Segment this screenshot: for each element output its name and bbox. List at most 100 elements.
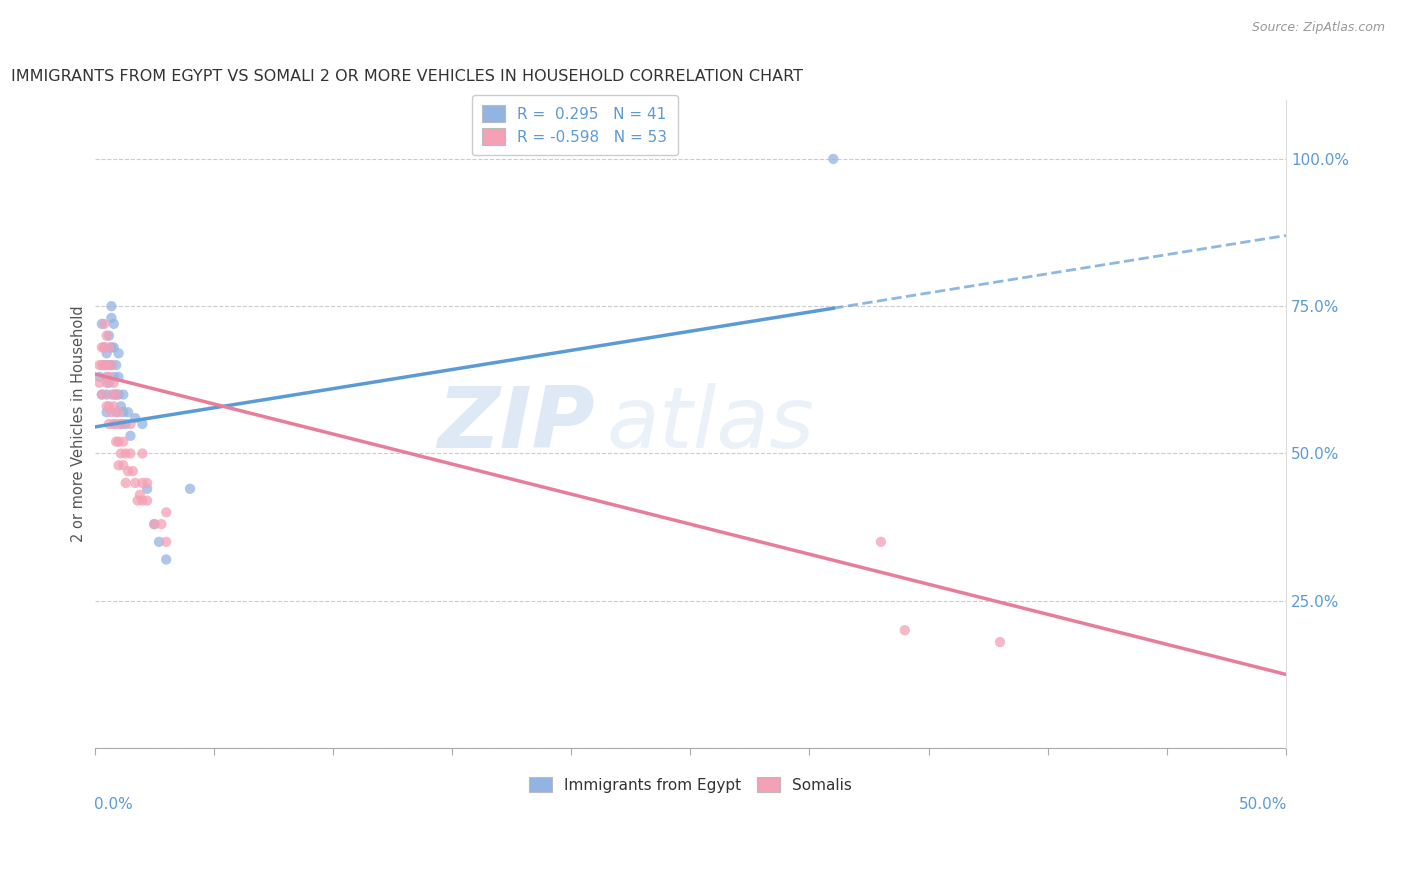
Text: 50.0%: 50.0% [1239, 797, 1286, 812]
Point [107, 458, 129, 473]
Point [103, 400, 125, 414]
Point [131, 417, 153, 431]
Point [110, 446, 132, 460]
Point [98, 370, 121, 384]
Point [114, 417, 136, 431]
Point [150, 517, 173, 532]
Point [98, 417, 121, 431]
Point [105, 387, 128, 401]
Point [107, 387, 129, 401]
Point [100, 387, 122, 401]
Point [93, 340, 115, 354]
Point [100, 405, 122, 419]
Y-axis label: 2 or more Vehicles in Household: 2 or more Vehicles in Household [72, 306, 86, 542]
Point [112, 434, 135, 449]
Point [107, 434, 129, 449]
Point [96, 376, 118, 390]
Point [136, 493, 159, 508]
Point [120, 417, 142, 431]
Legend: Immigrants from Egypt, Somalis: Immigrants from Egypt, Somalis [520, 768, 860, 802]
Point [103, 370, 125, 384]
Point [105, 358, 128, 372]
Point [131, 446, 153, 460]
Point [823, 152, 845, 166]
Point [96, 405, 118, 419]
Point [98, 358, 121, 372]
Point [143, 517, 166, 532]
Point [155, 534, 177, 549]
Point [98, 340, 121, 354]
Point [105, 387, 128, 401]
Point [114, 475, 136, 490]
Point [110, 417, 132, 431]
Point [127, 493, 149, 508]
Point [107, 370, 129, 384]
Point [90, 387, 112, 401]
Point [105, 405, 128, 419]
Point [136, 482, 159, 496]
Point [124, 475, 146, 490]
Point [100, 358, 122, 372]
Point [100, 358, 122, 372]
Point [179, 482, 201, 496]
Point [100, 340, 122, 354]
Point [114, 446, 136, 460]
Point [124, 411, 146, 425]
Point [110, 417, 132, 431]
Point [90, 358, 112, 372]
Point [112, 387, 135, 401]
Point [105, 417, 128, 431]
Text: atlas: atlas [607, 383, 815, 466]
Point [110, 400, 132, 414]
Point [131, 493, 153, 508]
Point [112, 458, 135, 473]
Point [93, 317, 115, 331]
Point [96, 400, 118, 414]
Point [103, 317, 125, 331]
Point [100, 299, 122, 313]
Point [120, 429, 142, 443]
Point [90, 340, 112, 354]
Point [96, 387, 118, 401]
Point [98, 400, 121, 414]
Point [120, 446, 142, 460]
Point [93, 358, 115, 372]
Point [89, 376, 111, 390]
Point [90, 317, 112, 331]
Point [93, 358, 115, 372]
Point [96, 358, 118, 372]
Text: ZIP: ZIP [437, 383, 595, 466]
Point [93, 340, 115, 354]
Point [112, 405, 135, 419]
Point [103, 417, 125, 431]
Point [107, 405, 129, 419]
Text: Source: ZipAtlas.com: Source: ZipAtlas.com [1251, 21, 1385, 34]
Point [90, 387, 112, 401]
Point [870, 534, 893, 549]
Point [129, 488, 152, 502]
Point [89, 370, 111, 384]
Point [136, 475, 159, 490]
Point [103, 387, 125, 401]
Text: 0.0%: 0.0% [94, 797, 132, 812]
Point [131, 475, 153, 490]
Point [89, 358, 111, 372]
Point [155, 552, 177, 566]
Point [143, 517, 166, 532]
Point [107, 346, 129, 360]
Point [117, 405, 139, 419]
Point [117, 464, 139, 478]
Point [96, 328, 118, 343]
Point [100, 310, 122, 325]
Point [103, 376, 125, 390]
Point [893, 624, 915, 638]
Point [121, 464, 143, 478]
Text: IMMIGRANTS FROM EGYPT VS SOMALI 2 OR MORE VEHICLES IN HOUSEHOLD CORRELATION CHAR: IMMIGRANTS FROM EGYPT VS SOMALI 2 OR MOR… [11, 69, 803, 84]
Point [98, 328, 121, 343]
Point [103, 340, 125, 354]
Point [988, 635, 1011, 649]
Point [148, 534, 170, 549]
Point [96, 370, 118, 384]
Point [96, 346, 118, 360]
Point [155, 505, 177, 519]
